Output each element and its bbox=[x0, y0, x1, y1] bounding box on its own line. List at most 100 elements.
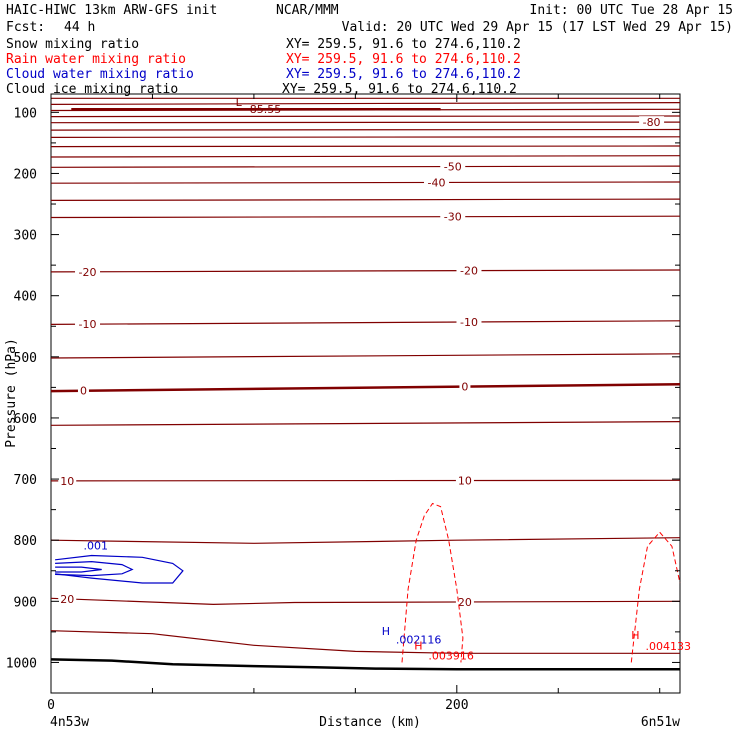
temperature-label-bg bbox=[58, 474, 77, 487]
annotation-label: H bbox=[631, 629, 639, 642]
y-tick-label: 900 bbox=[14, 595, 37, 610]
temperature-label-bg bbox=[456, 264, 482, 277]
y-tick-label: 800 bbox=[14, 534, 37, 549]
y-tick-label: 200 bbox=[14, 167, 37, 182]
terrain-line bbox=[50, 658, 680, 671]
temperature-label: 20 bbox=[458, 596, 472, 609]
temperature-label: 20 bbox=[60, 593, 74, 606]
temperature-line bbox=[50, 155, 681, 158]
legend-rain-xy: XY= 259.5, 91.6 to 274.6,110.2 bbox=[286, 52, 521, 67]
temperature-line bbox=[50, 269, 681, 273]
temperature-label: 10 bbox=[458, 475, 472, 488]
annotation-label: .001 bbox=[83, 539, 108, 552]
y-tick-label: 300 bbox=[14, 229, 37, 244]
fcst-label: Fcst: bbox=[6, 20, 45, 35]
y-tick-label: 100 bbox=[14, 106, 37, 121]
annotation-label: -85.55 bbox=[246, 103, 281, 116]
annotation-label: .003916 bbox=[428, 649, 474, 662]
legend-snow-name: Snow mixing ratio bbox=[6, 37, 139, 52]
org-label: NCAR/MMM bbox=[276, 3, 339, 18]
temperature-label: -40 bbox=[428, 176, 446, 189]
cloud-water-contour bbox=[55, 566, 102, 573]
temperature-label: 10 bbox=[60, 475, 74, 488]
legend-rain-name: Rain water mixing ratio bbox=[6, 52, 186, 67]
x-axis-title: Distance (km) bbox=[319, 715, 421, 730]
x-tick-label: 0 bbox=[47, 698, 55, 713]
temperature-line bbox=[50, 597, 681, 606]
annotation-label: .004133 bbox=[646, 640, 692, 653]
annotation-label: H bbox=[414, 640, 422, 653]
temperature-label-bg bbox=[639, 116, 665, 129]
temperature-label: -10 bbox=[460, 316, 478, 329]
temperature-label-bg bbox=[455, 595, 474, 608]
temperature-line bbox=[50, 198, 681, 201]
temperature-label: -30 bbox=[444, 211, 462, 224]
temperature-line bbox=[50, 115, 681, 118]
model-title: HAIC-HIWC 13km ARW-GFS init bbox=[6, 3, 217, 18]
temperature-line bbox=[50, 479, 681, 482]
x-tick-label: 200 bbox=[445, 698, 468, 713]
temperature-label-bg bbox=[455, 474, 474, 487]
temperature-label-bg bbox=[440, 160, 466, 173]
terrain-surface bbox=[50, 658, 680, 671]
y-tick-label: 500 bbox=[14, 351, 37, 366]
temperature-line bbox=[50, 145, 681, 148]
temperature-line bbox=[50, 121, 681, 124]
annotation-label: .002116 bbox=[396, 633, 442, 646]
temperature-line bbox=[50, 383, 681, 393]
fcst-value: 44 h bbox=[64, 20, 95, 35]
temperature-label-bg bbox=[58, 592, 77, 605]
rain-contour bbox=[401, 502, 464, 663]
y-tick-label: 400 bbox=[14, 290, 37, 305]
rain-contour bbox=[630, 531, 681, 663]
temperature-line bbox=[50, 353, 681, 359]
annotation-label: L bbox=[236, 96, 243, 109]
cloud-water-contour bbox=[55, 560, 134, 577]
temperature-line bbox=[50, 165, 681, 168]
legend-cloudice-name: Cloud ice mixing ratio bbox=[6, 82, 178, 97]
temperature-label: -80 bbox=[643, 116, 661, 129]
temperature-contours: -80 -50 -40 -30 -20 -20 -10 -10 0 0 10 10 20 20 bbox=[50, 97, 681, 654]
temperature-label-bg bbox=[75, 318, 101, 331]
x-start-label: 4n53w bbox=[50, 715, 89, 730]
temperature-label-bg bbox=[424, 176, 450, 189]
temperature-label-bg bbox=[440, 210, 466, 223]
temperature-label-bg bbox=[456, 315, 482, 328]
legend-snow-xy: XY= 259.5, 91.6 to 274.6,110.2 bbox=[286, 37, 521, 52]
temperature-label: 0 bbox=[80, 385, 87, 398]
temperature-label-bg bbox=[75, 265, 101, 278]
plot-area: -80 -50 -40 -30 -20 -20 -10 -10 0 0 10 10 20 20 L-85.… bbox=[6, 93, 691, 713]
legend-cloudwater-xy: XY= 259.5, 91.6 to 274.6,110.2 bbox=[286, 67, 521, 82]
y-axis-title: Pressure (hPa) bbox=[4, 338, 19, 448]
init-time: Init: 00 UTC Tue 28 Apr 15 bbox=[530, 3, 734, 18]
temperature-label: -20 bbox=[79, 266, 97, 279]
annotation-label: H bbox=[382, 625, 390, 638]
temperature-line bbox=[50, 181, 681, 184]
temperature-line bbox=[50, 537, 681, 544]
temperature-label: -10 bbox=[79, 318, 97, 331]
y-tick-label: 700 bbox=[14, 473, 37, 488]
temperature-label: 0 bbox=[461, 381, 468, 394]
temperature-label: -20 bbox=[460, 265, 478, 278]
temperature-line bbox=[50, 215, 681, 219]
legend-cloudice-xy: XY= 259.5, 91.6 to 274.6,110.2 bbox=[282, 82, 517, 97]
temperature-line bbox=[50, 320, 681, 325]
temperature-label-bg bbox=[77, 384, 89, 397]
valid-time: Valid: 20 UTC Wed 29 Apr 15 (17 LST Wed … bbox=[342, 20, 733, 35]
legend-cloudwater-name: Cloud water mixing ratio bbox=[6, 67, 194, 82]
temperature-line bbox=[50, 136, 681, 138]
temperature-line bbox=[50, 630, 680, 654]
cloud-water-contour bbox=[55, 554, 184, 584]
temperature-line bbox=[50, 102, 681, 105]
temperature-label: -50 bbox=[444, 161, 462, 174]
temperature-label-bg bbox=[459, 380, 471, 393]
y-tick-label: 1000 bbox=[6, 656, 37, 671]
temperature-line bbox=[50, 128, 681, 131]
y-tick-label: 600 bbox=[14, 412, 37, 427]
moisture-contours bbox=[55, 502, 681, 663]
plot-frame bbox=[50, 93, 681, 694]
x-end-label: 6n51w bbox=[641, 715, 680, 730]
